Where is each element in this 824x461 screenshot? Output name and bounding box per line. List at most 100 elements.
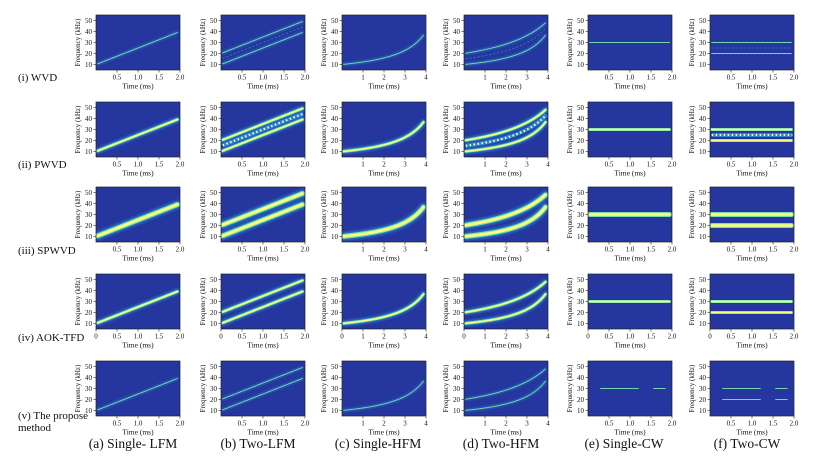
y-axis-label: Frequency (kHz): [566, 105, 574, 153]
ridge-2: [221, 192, 304, 227]
x-tick-label: 2.0: [790, 333, 799, 341]
column-label-4: (d) Two-HFM: [462, 436, 540, 451]
x-tick-label: 1.5: [647, 333, 656, 341]
y-tick-label: 10: [453, 320, 461, 328]
cross-term: [222, 112, 304, 147]
x-tick-label: 1: [361, 333, 365, 341]
x-tick-label: 4: [546, 420, 550, 428]
y-tick-label: 10: [577, 148, 585, 156]
y-tick-label: 20: [577, 396, 585, 404]
x-tick-label: 0.5: [238, 333, 247, 341]
y-tick-label: 20: [453, 222, 461, 230]
ridge-2: [222, 21, 303, 54]
x-tick-label: 0: [340, 333, 344, 341]
x-axis-label: Time (ms): [247, 341, 279, 350]
y-tick-label: 30: [85, 211, 93, 219]
x-tick-label: 1.5: [155, 246, 164, 254]
ridge-2: [465, 368, 546, 400]
y-axis-label: Frequency (kHz): [320, 190, 328, 238]
y-tick-label: 10: [699, 148, 707, 156]
x-tick-label: 4: [546, 333, 550, 341]
y-tick-label: 50: [85, 189, 93, 197]
y-tick-label: 40: [331, 200, 339, 208]
y-tick-label: 30: [85, 385, 93, 393]
x-tick-label: 1.0: [748, 246, 757, 254]
x-tick-label: 2.0: [668, 74, 677, 82]
y-tick-label: 30: [453, 298, 461, 306]
y-tick-label: 50: [210, 189, 218, 197]
y-tick-label: 50: [85, 276, 93, 284]
y-tick-label: 40: [699, 200, 707, 208]
x-axis-label: Time (ms): [736, 169, 768, 178]
x-tick-label: 2.0: [668, 246, 677, 254]
x-axis-label: Time (ms): [247, 169, 279, 178]
y-tick-label: 40: [577, 115, 585, 123]
ridge-1: [465, 34, 546, 65]
y-tick-label: 20: [210, 222, 218, 230]
cross-term: [465, 114, 548, 147]
y-tick-label: 50: [210, 363, 218, 371]
x-tick-label: 1.0: [134, 333, 143, 341]
x-axis-label: Time (ms): [736, 428, 768, 437]
x-tick-label: 4: [424, 74, 428, 82]
x-tick-label: 0: [586, 333, 590, 341]
y-axis-label: Frequency (kHz): [688, 18, 696, 66]
y-tick-label: 10: [699, 320, 707, 328]
y-tick-label: 30: [577, 39, 585, 47]
x-tick-label: 1.5: [647, 74, 656, 82]
y-tick-label: 10: [699, 61, 707, 69]
y-tick-label: 10: [210, 320, 218, 328]
x-tick-label: 3: [525, 333, 529, 341]
x-axis-label: Time (ms): [122, 341, 154, 350]
y-tick-label: 10: [331, 233, 339, 241]
ridge-1: [464, 205, 547, 238]
ridge-1: [96, 203, 179, 238]
y-tick-label: 50: [453, 276, 461, 284]
y-tick-label: 40: [577, 28, 585, 36]
x-axis-label: Time (ms): [614, 428, 646, 437]
y-tick-label: 30: [453, 39, 461, 47]
y-tick-label: 50: [331, 104, 339, 112]
x-tick-label: 1.0: [259, 420, 268, 428]
x-tick-label: 2.0: [176, 74, 185, 82]
y-tick-label: 40: [210, 200, 218, 208]
x-tick-label: 1.0: [748, 161, 757, 169]
x-tick-label: 1.5: [155, 74, 164, 82]
y-tick-label: 40: [331, 374, 339, 382]
y-tick-label: 40: [331, 115, 339, 123]
y-tick-label: 10: [85, 148, 93, 156]
row-label-3: (iii) SPWVD: [18, 245, 76, 257]
cross-term: [222, 26, 304, 59]
y-tick-label: 10: [85, 233, 93, 241]
x-axis-label: Time (ms): [736, 254, 768, 263]
x-axis-label: Time (ms): [122, 169, 154, 178]
ridge-1: [96, 118, 179, 152]
x-tick-label: 1: [361, 74, 365, 82]
x-tick-label: 1.0: [748, 74, 757, 82]
y-tick-label: 20: [210, 396, 218, 404]
y-tick-label: 10: [577, 233, 585, 241]
y-tick-label: 20: [331, 222, 339, 230]
panel-background: [464, 15, 548, 70]
y-tick-label: 40: [85, 200, 93, 208]
ridge-1: [221, 203, 304, 238]
x-axis-label: Time (ms): [247, 82, 279, 91]
x-axis-label: Time (ms): [614, 82, 646, 91]
x-tick-label: 1.0: [626, 161, 635, 169]
y-tick-label: 40: [453, 287, 461, 295]
x-tick-label: 2.0: [176, 333, 185, 341]
ridge-1: [97, 378, 178, 411]
y-tick-label: 50: [331, 363, 339, 371]
x-tick-label: 1.0: [626, 246, 635, 254]
x-tick-label: 1.0: [626, 74, 635, 82]
y-tick-label: 20: [85, 222, 93, 230]
x-tick-label: 1: [483, 333, 487, 341]
x-axis-label: Time (ms): [247, 428, 279, 437]
y-tick-label: 10: [85, 320, 93, 328]
y-tick-label: 20: [331, 50, 339, 58]
x-tick-label: 1: [483, 161, 487, 169]
